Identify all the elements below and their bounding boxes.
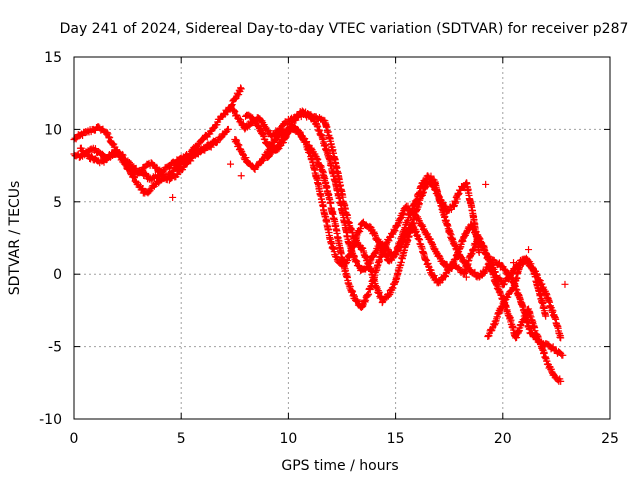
data-point: [259, 156, 267, 164]
outlier-point: [561, 280, 569, 288]
outlier-point: [525, 246, 533, 254]
data-point: [130, 174, 138, 182]
data-point: [559, 351, 567, 359]
data-point: [119, 155, 127, 163]
outlier-point: [227, 160, 235, 168]
data-point: [557, 377, 565, 385]
x-tick-label: 20: [494, 431, 512, 447]
data-point: [353, 258, 361, 266]
outlier-point: [169, 193, 177, 201]
data-point: [303, 138, 311, 146]
data-point: [142, 169, 150, 177]
data-point: [273, 142, 281, 150]
y-axis-label: SDTVAR / TECUs: [7, 181, 23, 296]
data-point: [307, 144, 315, 152]
data-point: [527, 260, 535, 268]
data-point: [228, 101, 236, 109]
data-point: [212, 137, 220, 145]
x-tick-label: 15: [387, 431, 405, 447]
data-point: [430, 272, 438, 280]
data-point: [228, 102, 236, 110]
data-point: [91, 145, 99, 153]
y-tick-label: -10: [39, 412, 62, 428]
data-point: [518, 260, 526, 268]
data-point: [224, 125, 232, 133]
data-point: [480, 269, 488, 277]
outlier-point: [409, 208, 417, 216]
grid: [74, 57, 610, 419]
outlier-point: [462, 273, 470, 281]
data-point: [507, 273, 515, 281]
data-point: [277, 139, 285, 147]
data-point: [500, 280, 508, 288]
data-point: [235, 91, 243, 99]
data-point: [237, 85, 245, 93]
outlier-point: [510, 259, 518, 267]
x-tick-label: 5: [177, 431, 186, 447]
data-point: [258, 117, 266, 125]
data-point: [542, 312, 550, 320]
data-point: [84, 151, 92, 159]
data-point: [385, 237, 393, 245]
data-point: [503, 268, 511, 276]
outlier-point: [237, 172, 245, 180]
data-point: [261, 136, 269, 144]
data-point: [475, 248, 483, 256]
data-point: [471, 268, 479, 276]
data-point: [358, 244, 366, 252]
x-axis-label: GPS time / hours: [281, 458, 398, 474]
data-point: [125, 166, 133, 174]
y-tick-label: 10: [44, 122, 62, 138]
chart-title: Day 241 of 2024, Sidereal Day-to-day VTE…: [60, 21, 629, 37]
data-point: [230, 107, 238, 115]
y-tick-label: 0: [53, 267, 62, 283]
data-point: [353, 238, 361, 246]
data-point: [388, 256, 396, 264]
outlier-point: [537, 292, 545, 300]
plot-frame: [73, 56, 611, 420]
outlier-point: [482, 180, 490, 188]
data-point: [159, 167, 167, 175]
data-point: [187, 157, 195, 165]
x-tick-label: 0: [70, 431, 79, 447]
data-point: [280, 136, 288, 144]
data-point: [549, 343, 557, 351]
x-tick-label: 10: [279, 431, 297, 447]
data-point: [436, 253, 444, 261]
data-point: [237, 84, 245, 92]
data-point: [557, 334, 565, 342]
data-point: [87, 152, 95, 160]
data-point: [130, 173, 138, 181]
data-point: [545, 341, 553, 349]
data-point: [500, 281, 508, 289]
data-point: [237, 116, 245, 124]
data-point: [251, 165, 259, 173]
data-point: [231, 108, 239, 116]
data-point: [251, 117, 259, 125]
data-point: [353, 296, 361, 304]
x-tick-label: 25: [601, 431, 619, 447]
data-point: [352, 257, 360, 265]
y-tick-label: 15: [44, 50, 62, 66]
y-tick-label: 5: [53, 195, 62, 211]
y-tick-label: -5: [48, 340, 62, 356]
data-points: [70, 84, 569, 385]
axis-ticks: 0 5 10 15 20 25 -10 -5 0 5 10 15: [39, 50, 619, 447]
